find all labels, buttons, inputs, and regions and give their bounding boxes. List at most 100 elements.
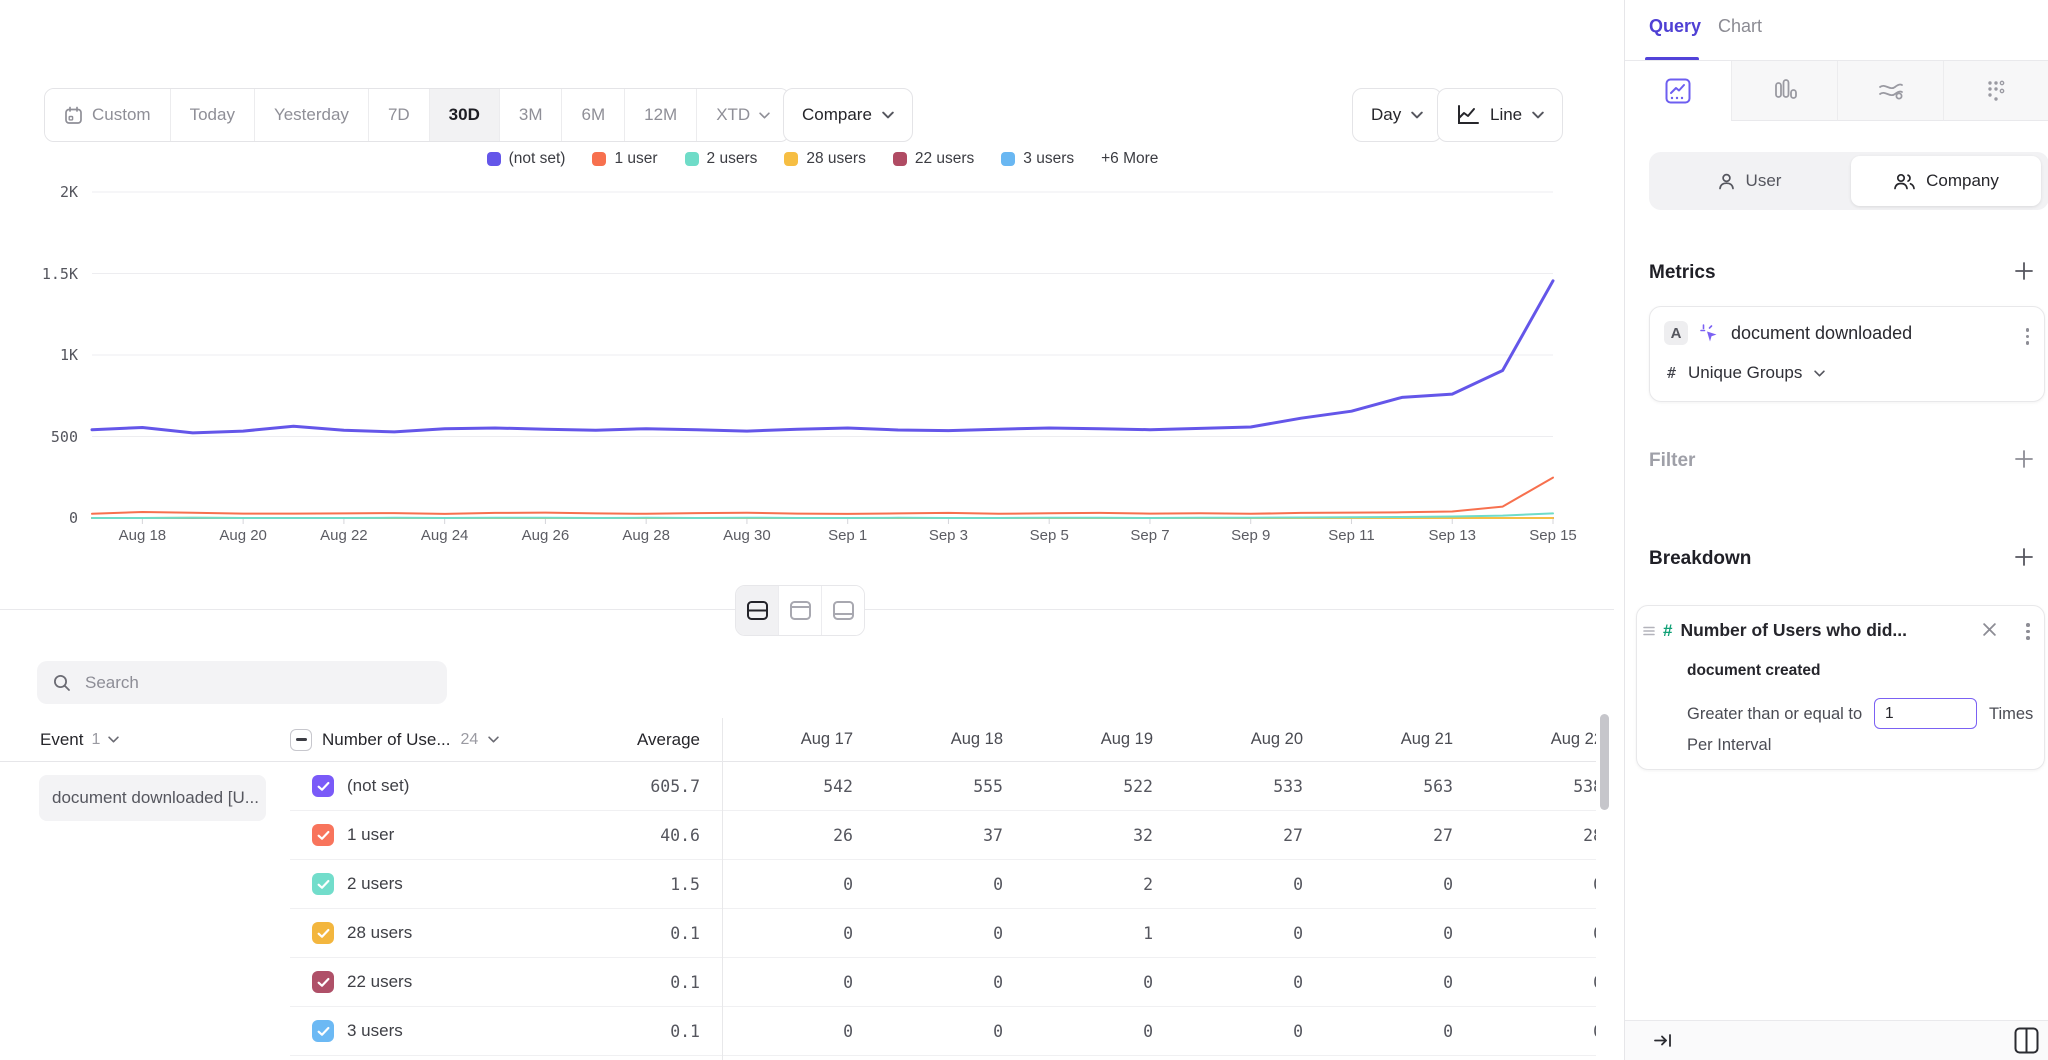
metrics-section-title: Metrics xyxy=(1649,262,1716,283)
active-tab-underline xyxy=(1645,57,1699,61)
event-column-header[interactable]: Event 1 xyxy=(0,730,290,750)
table-scrollbar[interactable] xyxy=(1600,714,1609,810)
table-row[interactable]: 1 user 40.6 26 37 32 27 27 28 xyxy=(290,811,1596,860)
table-rows: (not set) 605.7 542 555 522 533 563 538 1 user 40… xyxy=(290,762,1596,1056)
series-checkbox[interactable] xyxy=(312,824,334,846)
search-input[interactable] xyxy=(83,671,431,694)
date-column-header[interactable]: Aug 19 xyxy=(1100,730,1153,748)
tab-flow-chart[interactable] xyxy=(1837,61,1943,121)
layout-bottom-button[interactable] xyxy=(822,586,864,635)
series-value: 0 xyxy=(993,874,1003,894)
measure-type-icon: # xyxy=(1667,364,1677,382)
y-axis-tick: 0 xyxy=(68,509,78,527)
compare-button[interactable]: Compare xyxy=(783,88,913,142)
x-axis-tick: Aug 28 xyxy=(622,527,670,544)
interval-button[interactable]: Day xyxy=(1352,88,1443,142)
legend-item[interactable]: 28 users xyxy=(784,150,866,168)
series-value: 0 xyxy=(1472,973,1596,992)
date-column-header[interactable]: Aug 17 xyxy=(800,730,853,748)
legend-swatch xyxy=(486,152,501,166)
legend-item[interactable]: (not set) xyxy=(486,150,565,168)
date-range-12m[interactable]: 12M xyxy=(625,89,698,141)
x-axis-tick: Sep 5 xyxy=(1029,527,1069,544)
close-icon[interactable] xyxy=(1982,622,1997,637)
tab-line-chart[interactable] xyxy=(1625,61,1731,121)
breakdown-property-name[interactable]: Number of Users who did... xyxy=(1680,620,1908,640)
series-checkbox[interactable] xyxy=(312,922,334,944)
date-column-header[interactable]: Aug 20 xyxy=(1250,730,1303,748)
breakdown-condition-input[interactable] xyxy=(1874,698,1977,729)
date-range-xtd[interactable]: XTD xyxy=(697,89,790,141)
series-checkbox[interactable] xyxy=(312,775,334,797)
series-value: 0 xyxy=(993,1021,1003,1041)
legend-item[interactable]: 2 users xyxy=(684,150,757,168)
measure-label[interactable]: Unique Groups xyxy=(1688,363,1803,382)
breakdown-card: # Number of Users who did... document cr… xyxy=(1636,605,2045,770)
date-range-today[interactable]: Today xyxy=(170,89,255,141)
table-column-divider xyxy=(722,718,723,1060)
layout-split-button[interactable] xyxy=(736,586,779,635)
toggle-company[interactable]: Company xyxy=(1851,156,2041,206)
series-value: 0 xyxy=(1443,972,1453,992)
panel-layout-icon[interactable] xyxy=(2013,1026,2040,1055)
add-metric-button[interactable] xyxy=(2011,258,2037,284)
date-range-custom[interactable]: Custom xyxy=(45,89,171,141)
event-list-item[interactable]: document downloaded [U... xyxy=(39,775,266,821)
toggle-user[interactable]: User xyxy=(1649,171,1849,191)
legend-more[interactable]: +6 More xyxy=(1101,150,1159,167)
legend-item[interactable]: 3 users xyxy=(1001,150,1074,168)
chart-type-button[interactable]: Line xyxy=(1437,88,1564,142)
legend-item[interactable]: 1 user xyxy=(592,150,658,168)
breakdown-section-title: Breakdown xyxy=(1649,548,1752,569)
date-column-header[interactable]: Aug 18 xyxy=(950,730,1003,748)
chevron-down-icon xyxy=(882,111,894,119)
tab-divider xyxy=(1625,60,2048,61)
date-range-3m[interactable]: 3M xyxy=(499,89,563,141)
collapse-panel-icon[interactable] xyxy=(1653,1032,1674,1049)
add-breakdown-button[interactable] xyxy=(2011,544,2037,570)
x-axis-tick: Aug 30 xyxy=(723,527,771,544)
metric-menu-icon[interactable] xyxy=(2023,325,2033,348)
drag-handle-icon[interactable] xyxy=(1643,626,1655,636)
layout-top-button[interactable] xyxy=(779,586,822,635)
legend-swatch xyxy=(784,152,799,166)
add-filter-button[interactable] xyxy=(2011,446,2037,472)
entity-toggle: User Company xyxy=(1649,152,2048,210)
series-value: 0 xyxy=(1293,1021,1303,1041)
tab-chart[interactable]: Chart xyxy=(1718,16,1763,36)
series-checkbox[interactable] xyxy=(312,1020,334,1042)
tab-query[interactable]: Query xyxy=(1649,16,1702,36)
date-range-7d[interactable]: 7D xyxy=(368,89,430,141)
table-row[interactable]: (not set) 605.7 542 555 522 533 563 538 xyxy=(290,762,1596,811)
metric-event-name: document downloaded xyxy=(1731,322,1913,343)
series-value: 0 xyxy=(1472,875,1596,894)
date-range-yesterday[interactable]: Yesterday xyxy=(254,89,369,141)
date-range-6m[interactable]: 6M xyxy=(562,89,626,141)
breakdown-menu-icon[interactable] xyxy=(2023,620,2033,643)
series-value: 0 xyxy=(843,1021,853,1041)
property-type-icon: # xyxy=(1663,620,1673,640)
date-column-header[interactable]: Aug 22 xyxy=(1550,730,1596,748)
metric-card[interactable]: A document downloaded # Unique Groups xyxy=(1649,306,2045,402)
date-column-header[interactable]: Aug 21 xyxy=(1400,730,1453,748)
select-all-checkbox[interactable] xyxy=(290,728,312,751)
tab-bar-chart[interactable] xyxy=(1731,61,1837,121)
chevron-down-icon xyxy=(108,736,120,743)
tab-scatter-chart[interactable] xyxy=(1943,61,2048,121)
series-checkbox[interactable] xyxy=(312,873,334,895)
series-checkbox[interactable] xyxy=(312,971,334,993)
series-value: 28 xyxy=(1583,825,1596,845)
x-axis-tick: Sep 13 xyxy=(1428,527,1476,544)
legend-item[interactable]: 22 users xyxy=(892,150,974,168)
breakdown-interval-label: Per Interval xyxy=(1687,736,1772,754)
search-box xyxy=(37,661,447,704)
date-range-30d[interactable]: 30D xyxy=(429,89,500,141)
chart-type-tabs xyxy=(1625,61,2048,121)
series-value: 27 xyxy=(1433,825,1453,845)
event-header-label: Event xyxy=(40,729,84,749)
legend-swatch xyxy=(1001,152,1016,166)
